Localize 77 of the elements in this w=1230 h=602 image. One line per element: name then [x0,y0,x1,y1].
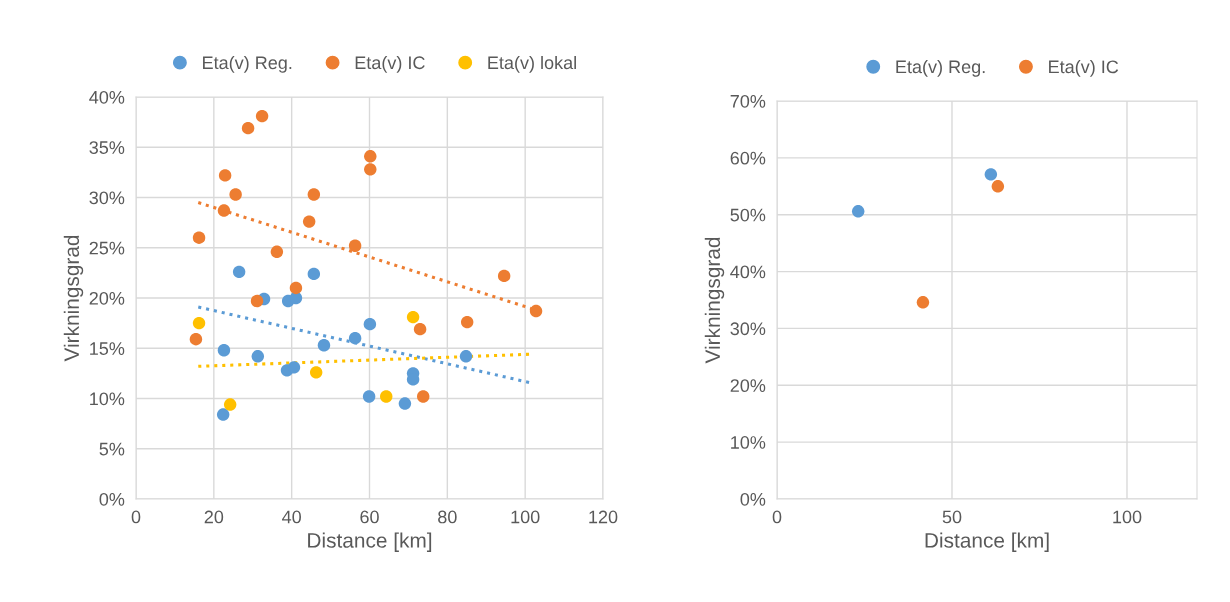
point [223,398,237,411]
point [287,361,301,374]
point [991,180,1005,193]
y-tick-label: 0% [740,492,766,506]
y-tick-label: 35% [89,141,125,154]
x-tick-label: 0 [131,510,141,524]
y-tick-label: 0% [99,492,125,506]
y-tick-label: 20% [89,291,125,305]
point [309,366,323,379]
point [364,150,377,163]
point [307,267,321,281]
point [348,331,362,345]
point [529,304,543,318]
x-axis-title: Distance [km] [308,532,432,552]
y-tick-label: 30% [730,322,766,336]
point [270,245,284,258]
point [362,390,376,403]
point [364,163,377,176]
point [497,269,511,283]
point [984,168,998,181]
y-tick-label: 70% [730,94,766,108]
legend-label: Eta(v) Reg. [203,55,292,73]
point [250,294,264,308]
point [460,315,474,329]
point [217,344,231,357]
y-tick-label: 40% [730,265,766,279]
point [289,281,303,295]
y-tick-label: 30% [89,191,125,205]
point [916,296,930,309]
x-tick-label: 50 [942,510,962,524]
point [406,310,420,324]
point [216,408,230,421]
point [232,265,246,279]
x-tick-label: 80 [438,510,457,524]
point [255,109,269,123]
point [229,188,242,201]
point [192,231,206,244]
legend-label: Eta(v) Reg. [896,59,985,77]
point [416,390,430,403]
legend-label: Eta(v) lokal [488,55,576,73]
x-tick-label: 100 [1113,510,1142,524]
point [189,332,203,346]
y-tick-label: 40% [89,90,125,104]
y-tick-label: 15% [90,342,125,355]
point [241,121,255,135]
point [363,317,377,331]
x-tick-label: 0 [772,510,782,524]
point [317,339,331,352]
point [251,350,265,363]
point [413,322,427,336]
y-tick-label: 60% [730,151,766,165]
point [398,397,412,410]
x-axis-title: Distance [km] [925,532,1049,552]
y-tick-label: 20% [730,379,766,393]
y-axis-title: Virkningsgrad [63,235,84,362]
y-tick-label: 50% [730,208,766,222]
point [217,204,231,217]
y-tick-label: 5% [99,442,125,456]
point [192,316,206,330]
point [302,215,316,228]
x-tick-label: 120 [589,510,618,524]
point [218,169,232,182]
legend-label: Eta(v) IC [355,55,425,73]
point [459,350,473,363]
point [348,239,362,252]
point [307,188,321,201]
point [380,390,393,403]
x-tick-label: 20 [204,510,224,524]
legend-label: Eta(v) IC [1049,59,1119,77]
y-tick-label: 10% [731,436,766,449]
x-tick-label: 40 [282,510,301,524]
y-tick-label: 25% [89,241,125,255]
point [851,205,865,218]
x-tick-label: 60 [360,510,379,524]
y-tick-label: 10% [90,392,125,406]
x-tick-label: 100 [511,510,540,524]
y-axis-title: Virkningsgrad [704,237,725,364]
